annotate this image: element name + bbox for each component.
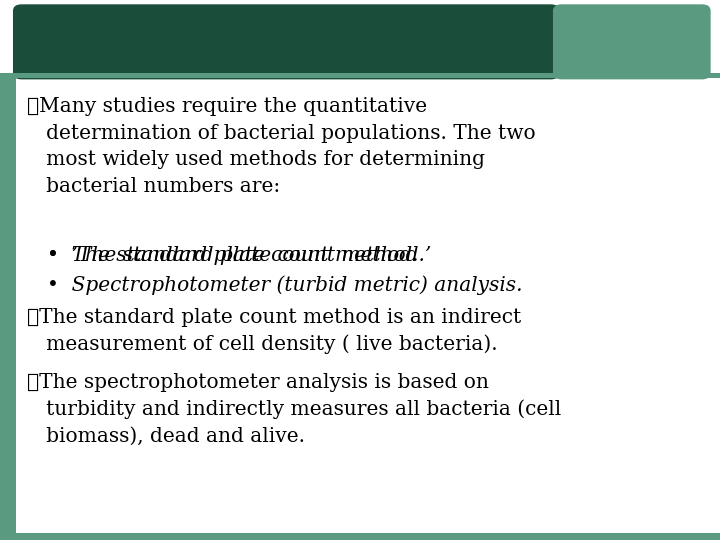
Text: •  Spectrophotometer (turbid metric) analysis.: • Spectrophotometer (turbid metric) anal… xyxy=(47,275,522,295)
Text: ❖Many studies require the quantitative
   determination of bacterial populations: ❖Many studies require the quantitative d… xyxy=(27,97,536,195)
Text: •  ’The standard plate count method.’: • ’The standard plate count method.’ xyxy=(47,246,431,265)
Text: ❖The standard plate count method is an indirect
   measurement of cell density (: ❖The standard plate count method is an i… xyxy=(27,308,521,354)
Text: ❖The spectrophotometer analysis is based on
   turbidity and indirectly measures: ❖The spectrophotometer analysis is based… xyxy=(27,373,562,446)
Text: •  The standard plate count method.: • The standard plate count method. xyxy=(47,246,418,265)
